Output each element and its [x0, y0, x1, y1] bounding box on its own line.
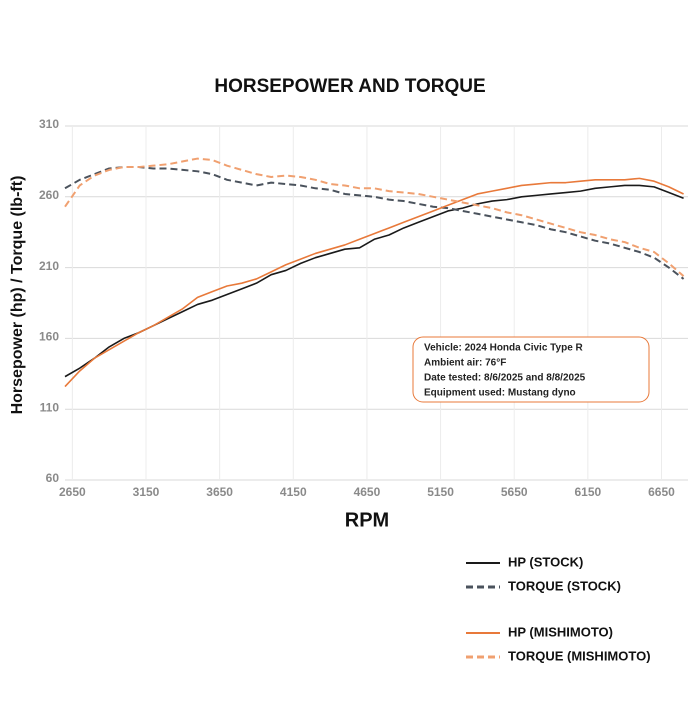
x-tick-label: 3650	[206, 485, 233, 499]
chart-title: HORSEPOWER AND TORQUE	[214, 76, 485, 97]
annotation-text: Ambient air: 76°F	[424, 358, 506, 369]
legend-label: HP (MISHIMOTO)	[508, 624, 613, 639]
annotation-text: Equipment used: Mustang dyno	[424, 388, 576, 399]
x-tick-label: 6650	[648, 485, 675, 499]
y-tick-label: 60	[46, 471, 60, 485]
y-tick-label: 310	[39, 117, 59, 131]
series-line	[64, 157, 685, 277]
legend-label: TORQUE (STOCK)	[508, 578, 621, 593]
x-axis-label: RPM	[345, 509, 389, 531]
x-tick-label: 4650	[354, 485, 381, 499]
annotation-text: Vehicle: 2024 Honda Civic Type R	[424, 343, 584, 354]
x-tick-label: 3150	[133, 485, 160, 499]
y-tick-label: 210	[39, 259, 59, 273]
x-tick-label: 5650	[501, 485, 528, 499]
series-line	[64, 177, 684, 388]
x-tick-label: 2650	[59, 485, 86, 499]
x-tick-label: 4150	[280, 485, 307, 499]
y-tick-label: 260	[39, 188, 59, 202]
series-line	[64, 166, 685, 280]
annotation-text: Date tested: 8/6/2025 and 8/8/2025	[424, 373, 586, 384]
y-tick-label: 110	[40, 400, 60, 414]
series-line	[64, 184, 684, 378]
legend-label: TORQUE (MISHIMOTO)	[508, 648, 651, 663]
annotation-box	[412, 336, 650, 403]
x-tick-label: 5150	[427, 485, 454, 499]
y-axis-label: Horsepower (hp) / Torque (lb-ft)	[9, 176, 26, 415]
x-tick-label: 6150	[574, 485, 601, 499]
y-tick-label: 160	[39, 330, 59, 344]
legend-label: HP (STOCK)	[508, 554, 583, 569]
